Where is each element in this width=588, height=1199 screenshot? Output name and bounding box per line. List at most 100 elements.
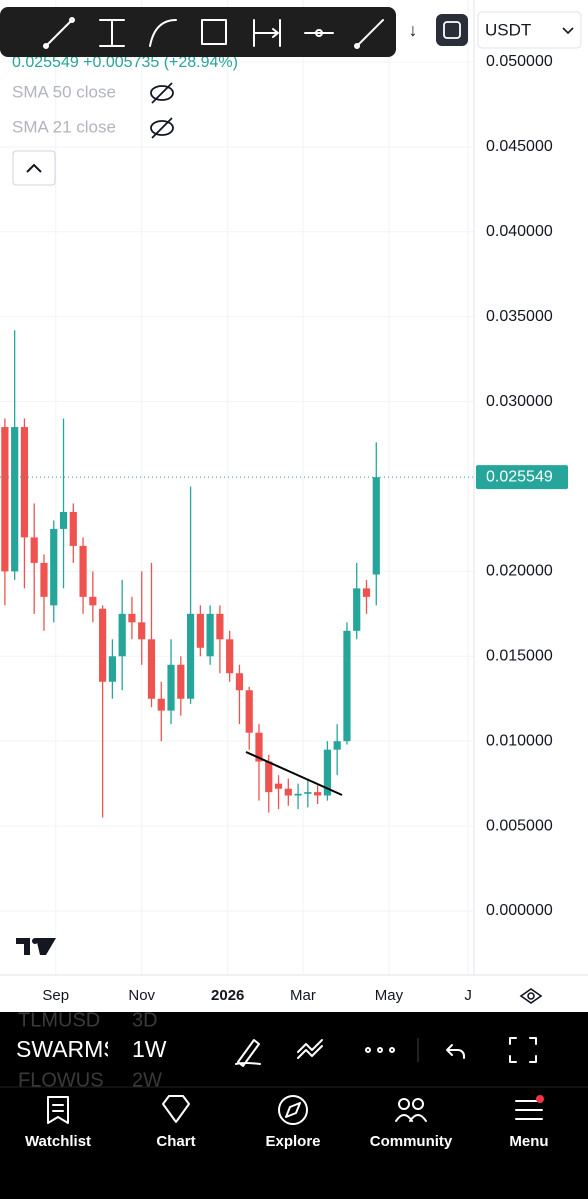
y-tick-label: 0.005000 <box>486 817 553 834</box>
collapse-icon <box>26 163 42 173</box>
candle-body <box>108 656 116 682</box>
nav-label[interactable]: Explore <box>265 1133 320 1150</box>
x-tick-label: 2026 <box>211 987 244 1004</box>
candle-body <box>333 741 341 750</box>
y-tick-label: 0.020000 <box>486 563 553 580</box>
symbol-ghost: TLMUSD <box>18 1009 100 1031</box>
x-tick-label: Sep <box>42 987 69 1004</box>
candle-body <box>265 761 273 793</box>
candle-body <box>30 537 38 563</box>
drawing-toolbar <box>0 7 396 57</box>
x-tick-label: Nov <box>128 987 155 1004</box>
drawing-tools[interactable] <box>43 17 384 49</box>
chart-actions[interactable] <box>235 1037 537 1067</box>
nav-icons[interactable] <box>47 1095 543 1125</box>
y-tick-label: 0.000000 <box>486 902 553 919</box>
candle-body <box>79 545 87 597</box>
last-price-box <box>476 465 568 490</box>
status-text: 0.025549 +0.005735 (+28.94%) <box>12 54 238 71</box>
logo <box>16 938 56 955</box>
candle-body <box>147 639 156 699</box>
x-tick-label: J <box>464 987 472 1004</box>
indicator-label[interactable]: SMA 21 close <box>12 117 116 136</box>
candles <box>1 330 380 818</box>
nav-bar: Watchlist Chart Explore Community Menu <box>25 1133 549 1150</box>
symbol-ghost: FLOWUS <box>18 1069 104 1091</box>
candle-body <box>343 630 351 742</box>
last-price-label: 0.025549 <box>486 468 553 485</box>
interval[interactable]: 1W <box>132 1036 167 1062</box>
nav-label[interactable]: Menu <box>509 1133 548 1150</box>
candle-body <box>216 613 224 640</box>
candle-body <box>89 596 97 606</box>
y-tick-label: 0.050000 <box>486 53 553 70</box>
y-tick-label: 0.040000 <box>486 223 553 240</box>
last-price: 0.025549 <box>0 465 568 490</box>
x-tick-label: May <box>375 987 404 1004</box>
y-tick-label: 0.030000 <box>486 393 553 410</box>
candle-body <box>11 427 19 572</box>
candle-body <box>314 792 322 796</box>
candle-body <box>167 664 175 711</box>
y-tick-label: 0.035000 <box>486 308 553 325</box>
grid <box>0 0 474 975</box>
layout-button[interactable] <box>436 14 468 46</box>
candle-body <box>245 690 253 733</box>
indicator-label[interactable]: SMA 50 close <box>12 82 116 101</box>
dropdown-icon <box>562 27 574 35</box>
candle-body <box>20 427 29 538</box>
candle-body <box>138 622 146 640</box>
notification-dot <box>536 1095 544 1103</box>
interval-ghost: 3D <box>132 1009 158 1031</box>
symbol-bar <box>0 1012 588 1087</box>
candle-body <box>40 562 48 597</box>
x-tick-label: Mar <box>290 987 316 1004</box>
symbol[interactable]: SWARMS <box>16 1036 119 1062</box>
candle-body <box>69 511 77 546</box>
chart-background <box>0 0 588 1012</box>
candle-body <box>372 477 380 575</box>
candle-body <box>186 613 195 699</box>
nav-label[interactable]: Community <box>370 1133 453 1150</box>
settings-icon[interactable] <box>519 988 543 1004</box>
candle-body <box>118 613 126 657</box>
candle-body <box>59 511 68 529</box>
trend-line-drawing[interactable] <box>245 751 343 796</box>
candle-body <box>177 664 185 699</box>
candle-body <box>196 613 204 648</box>
hidden-icon[interactable] <box>150 82 174 139</box>
candle-body <box>294 793 302 796</box>
candle-body <box>1 427 9 572</box>
layout-icon <box>443 21 461 39</box>
time-axis: Sep Nov 2026 Mar May J <box>42 987 472 1004</box>
candle-body <box>362 588 371 597</box>
currency-label: USDT <box>485 20 531 39</box>
candle-body <box>353 588 361 631</box>
interval-ghost: 2W <box>132 1069 162 1091</box>
y-tick-label: 0.045000 <box>486 138 553 155</box>
y-tick-label: 0.010000 <box>486 732 553 749</box>
logo-dot <box>32 938 38 944</box>
download-icon[interactable]: ↓ <box>409 20 418 40</box>
candle-body <box>284 788 292 796</box>
symbol-fade <box>108 1030 120 1072</box>
candle-body <box>235 673 244 691</box>
y-tick-label: 0.015000 <box>486 648 553 665</box>
collapse-button[interactable] <box>12 150 56 186</box>
candle-body <box>274 783 283 789</box>
nav-label[interactable]: Chart <box>156 1133 195 1150</box>
candle-body <box>255 732 263 762</box>
candle-body <box>206 613 214 657</box>
price-axis: 0.050000 0.045000 0.040000 0.035000 0.030000… <box>486 53 553 919</box>
candle-body <box>304 792 312 794</box>
candle-body <box>50 528 58 606</box>
currency-select[interactable] <box>477 11 582 49</box>
nav-label[interactable]: Watchlist <box>25 1133 91 1150</box>
settings-icon-dot <box>527 992 535 1000</box>
candle-body <box>157 698 165 711</box>
candle-body <box>323 749 332 796</box>
candle-body <box>226 639 234 674</box>
candle-body <box>99 608 107 682</box>
